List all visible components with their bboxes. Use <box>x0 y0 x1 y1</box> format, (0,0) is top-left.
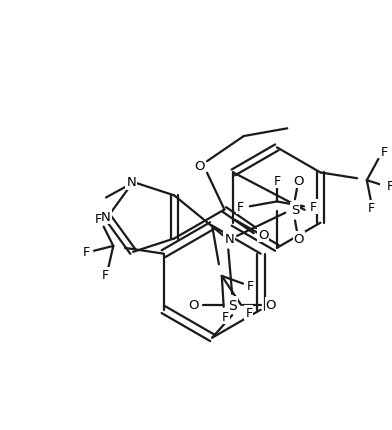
Text: F: F <box>368 201 375 214</box>
Text: F: F <box>245 307 252 319</box>
Text: F: F <box>102 269 109 282</box>
Text: F: F <box>310 200 317 213</box>
Text: O: O <box>188 298 199 311</box>
Text: O: O <box>258 229 269 242</box>
Text: S: S <box>291 204 299 217</box>
Text: F: F <box>222 310 229 323</box>
Text: N: N <box>224 233 234 246</box>
Text: F: F <box>273 174 280 187</box>
Text: N: N <box>101 211 111 224</box>
Text: F: F <box>381 145 388 158</box>
Text: F: F <box>387 179 392 192</box>
Text: S: S <box>228 298 236 312</box>
Text: F: F <box>247 280 254 292</box>
Text: O: O <box>194 159 205 172</box>
Text: O: O <box>265 298 276 311</box>
Text: N: N <box>126 176 136 189</box>
Text: F: F <box>83 246 90 258</box>
Text: O: O <box>294 233 304 246</box>
Text: O: O <box>294 175 304 188</box>
Text: F: F <box>94 213 102 226</box>
Text: F: F <box>237 200 244 213</box>
